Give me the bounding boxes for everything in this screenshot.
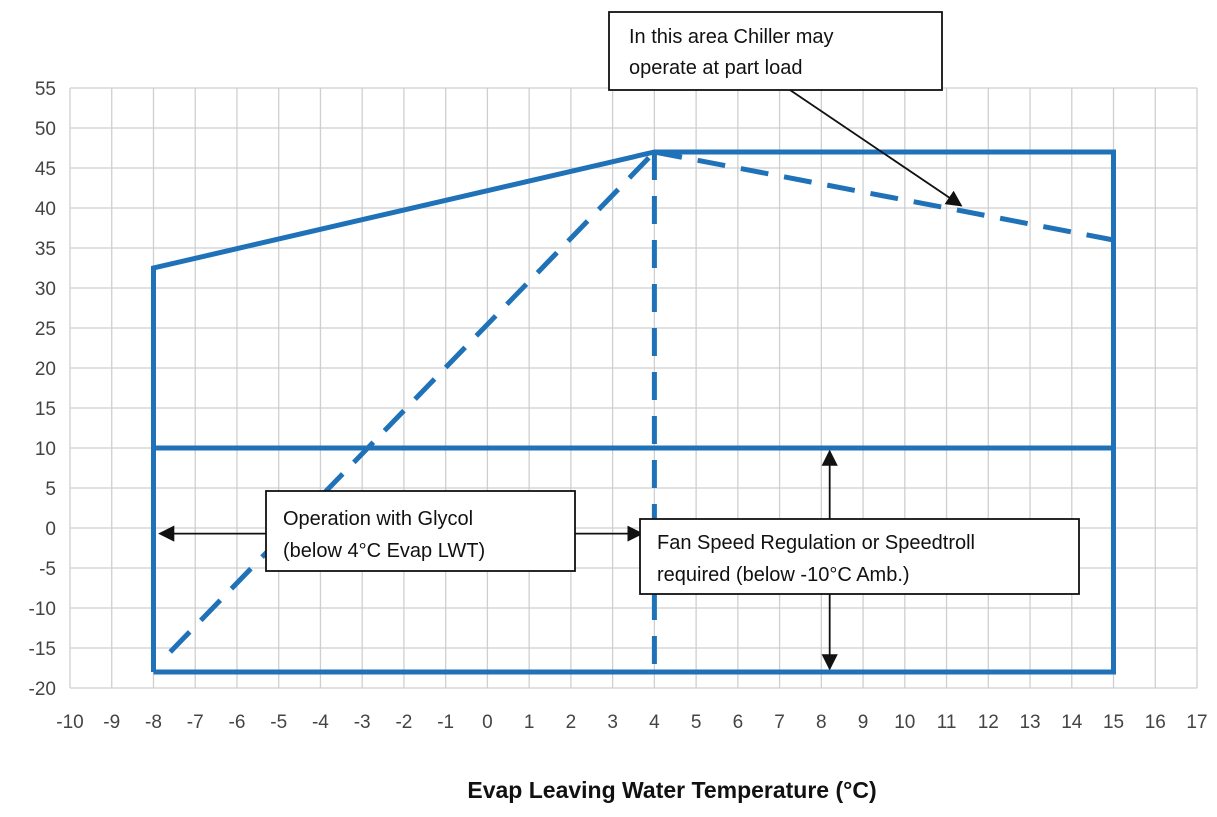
x-tick-label: -2 [395,712,412,733]
x-tick-label: 9 [858,712,869,733]
y-tick-label: 30 [35,279,56,300]
part-load-arrow [789,89,963,207]
annotation-text-line: operate at part load [629,57,802,79]
y-tick-label: 10 [35,439,56,460]
x-tick-label: 15 [1103,712,1124,733]
annotation-glycol: Operation with Glycol (below 4°C Evap LWT… [265,490,576,572]
x-tick-label: 2 [566,712,577,733]
x-tick-label: 4 [649,712,660,733]
x-tick-label: -10 [56,712,83,733]
x-tick-label: 17 [1186,712,1207,733]
annotation-text-line: required (below -10°C Amb.) [657,564,910,586]
annotation-text-line: Operation with Glycol [283,508,473,530]
annotation-text-line: In this area Chiller may [629,26,834,48]
x-tick-label: -8 [145,712,162,733]
dashed-series-line-2 [168,150,657,654]
x-tick-label: 10 [894,712,915,733]
grid [69,87,1198,689]
annotation-text-line: (below 4°C Evap LWT) [283,540,485,562]
x-tick-label: 3 [607,712,618,733]
annotation-box [608,11,943,91]
series-group [151,149,1116,675]
x-tick-label: 8 [816,712,827,733]
y-tick-label: 15 [35,399,56,420]
x-tick-label: 13 [1019,712,1040,733]
x-tick-label: 16 [1145,712,1166,733]
x-tick-label: 6 [733,712,744,733]
y-tick-label: 45 [35,159,56,180]
x-tick-label: -5 [270,712,287,733]
solid-series-line-0 [151,149,1116,675]
y-tick-label: 40 [35,199,56,220]
y-tick-label: 25 [35,319,56,340]
annotations: In this area Chiller may operate at part … [158,11,1080,671]
y-tick-label: -15 [29,639,56,660]
y-tick-label: 20 [35,359,56,380]
x-tick-label: -4 [312,712,329,733]
y-tick-label: 50 [35,119,56,140]
x-tick-label: 12 [978,712,999,733]
x-tick-label: -7 [187,712,204,733]
y-tick-label: 35 [35,239,56,260]
x-tick-label: 1 [524,712,535,733]
y-tick-label: 55 [35,79,56,100]
y-tick-label: 0 [45,519,56,540]
annotation-box [639,518,1080,595]
x-axis-label: Evap Leaving Water Temperature (°C) [467,777,876,803]
annotation-part-load: In this area Chiller may operate at part … [608,11,963,207]
x-tick-label: -1 [437,712,454,733]
annotation-fan-speed: Fan Speed Regulation or Speedtroll requir… [639,518,1080,595]
x-tick-label: -9 [103,712,120,733]
annotation-box [265,490,576,572]
y-tick-label: -20 [29,679,56,700]
y-tick-label: -10 [29,599,56,620]
tick-labels: -10 -9 -8 -7 -6 -5 -4 -3 -2 -1 0 1 2 3 4 5 6 7 8 9 10 11 12 13 1… [29,79,1208,733]
y-tick-label: 5 [45,479,56,500]
y-tick-label: -5 [39,559,56,580]
x-tick-label: 7 [774,712,785,733]
x-tick-label: 5 [691,712,702,733]
annotation-text-line: Fan Speed Regulation or Speedtroll [657,532,975,554]
dashed-series-line-4 [653,149,1114,243]
x-tick-label: 0 [482,712,493,733]
x-tick-label: -3 [354,712,371,733]
x-tick-label: 14 [1061,712,1083,733]
x-tick-label: 11 [937,712,957,733]
x-tick-label: -6 [229,712,246,733]
